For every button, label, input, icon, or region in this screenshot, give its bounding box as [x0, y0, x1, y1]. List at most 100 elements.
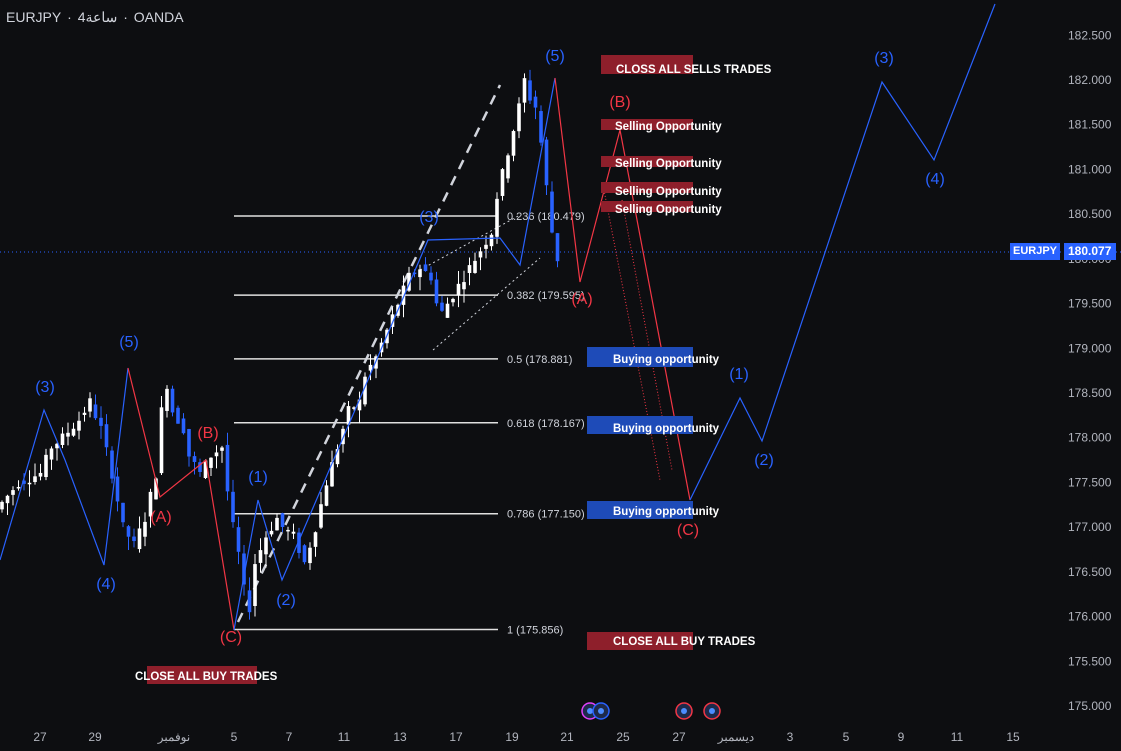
- time-tick: 7: [286, 730, 293, 744]
- candle-body: [110, 450, 114, 479]
- candle-body: [132, 536, 136, 542]
- candle-body: [82, 412, 87, 415]
- channel-line: [419, 214, 521, 271]
- candle-body: [462, 282, 466, 290]
- price-tick: 180.500: [1068, 207, 1112, 221]
- candle-body: [445, 303, 450, 318]
- chart-header: EURJPY · 4ساعة · OANDA: [6, 9, 186, 26]
- candle-body: [308, 547, 312, 564]
- candle-body: [71, 428, 76, 436]
- zone-label: Selling Opportunity: [615, 186, 722, 198]
- event-marker-dot: [587, 708, 593, 714]
- candle-body: [440, 302, 444, 311]
- price-tick: 176.000: [1068, 610, 1112, 624]
- candle-body: [275, 517, 279, 531]
- candles: [0, 69, 560, 620]
- candle-body: [302, 545, 307, 563]
- time-tick: 5: [231, 730, 238, 744]
- candle-body: [467, 265, 472, 274]
- candle-body: [165, 388, 169, 411]
- wave-lines: [0, 3, 996, 631]
- fib-label: 0.786 (177.150): [507, 509, 585, 521]
- zone-label: Buying opportunity: [613, 506, 720, 518]
- candle-body: [258, 550, 263, 563]
- candle-body: [203, 460, 208, 479]
- candle-body: [390, 314, 395, 327]
- zone-box: [601, 119, 693, 130]
- zone-label: CLOSS ALL SELLS TRADES: [616, 64, 772, 76]
- candle-body: [401, 285, 406, 305]
- candle-body: [247, 590, 252, 613]
- event-marker-dot: [598, 708, 604, 714]
- time-tick: 13: [393, 730, 407, 744]
- candle-body: [330, 462, 334, 487]
- candle-body: [550, 191, 554, 233]
- candle-body: [528, 80, 532, 101]
- candle-body: [506, 155, 510, 179]
- zone-box: [601, 201, 693, 212]
- candle-body: [335, 449, 340, 465]
- candle-body: [16, 486, 21, 489]
- time-tick: 11: [338, 730, 351, 744]
- candle-body: [181, 418, 186, 434]
- event-markers: [581, 702, 721, 720]
- price-tick: 175.000: [1068, 699, 1112, 713]
- candle-body: [44, 454, 48, 478]
- candle-body: [176, 407, 180, 424]
- candle-body: [412, 272, 417, 275]
- candle-body: [225, 444, 230, 492]
- candle-body: [297, 532, 301, 553]
- fib-label: 0.618 (178.167): [507, 418, 585, 430]
- candle-body: [88, 398, 92, 412]
- candle-body: [22, 480, 26, 484]
- candle-body: [555, 233, 560, 262]
- wave-label: (4): [925, 171, 945, 188]
- candle-body: [346, 406, 351, 425]
- fib-label: 1 (175.856): [507, 624, 563, 636]
- candle-body: [121, 502, 125, 523]
- wave-label: (1): [729, 366, 749, 383]
- zone-box: [587, 347, 693, 367]
- price-tick: 182.000: [1068, 73, 1112, 87]
- candle-body: [253, 564, 257, 606]
- candle-body: [264, 537, 268, 555]
- zone-box: [601, 55, 693, 74]
- candle-body: [544, 139, 549, 186]
- price-tick: 176.500: [1068, 565, 1112, 579]
- candle-body: [511, 131, 516, 156]
- candle-body: [198, 462, 202, 472]
- zone-box: [601, 182, 693, 193]
- timeframe-label: 4ساعة: [77, 9, 118, 25]
- candle-body: [187, 429, 191, 457]
- candle-body: [104, 424, 109, 448]
- zone-box: [601, 156, 693, 167]
- candle-body: [214, 452, 219, 457]
- candle-body: [456, 283, 461, 296]
- wave-label: (3): [874, 50, 894, 67]
- candle-body: [209, 457, 213, 468]
- candle-body: [5, 495, 10, 504]
- candle-body: [363, 376, 367, 405]
- projection-line: [603, 189, 661, 481]
- candle-body: [522, 78, 527, 103]
- candle-body: [500, 169, 505, 196]
- zone-box: [147, 666, 257, 684]
- candle-body: [154, 478, 158, 500]
- price-tick: 178.000: [1068, 431, 1112, 445]
- time-tick: 5: [843, 730, 850, 744]
- time-tick: 11: [951, 730, 964, 744]
- candle-body: [539, 111, 543, 143]
- zone-labels: CLOSS ALL SELLS TRADES Selling Opportunit…: [135, 55, 772, 684]
- candle-body: [11, 490, 15, 495]
- wave-label: (A): [150, 509, 171, 526]
- wave-label: (1): [248, 469, 268, 486]
- candle-body: [148, 491, 153, 517]
- candle-body: [324, 485, 329, 506]
- wave-line: [554, 77, 691, 501]
- wave-label: (B): [197, 425, 218, 442]
- separator: ·: [123, 9, 128, 25]
- zone-label: Buying opportunity: [613, 354, 720, 366]
- wave-line: [127, 367, 235, 631]
